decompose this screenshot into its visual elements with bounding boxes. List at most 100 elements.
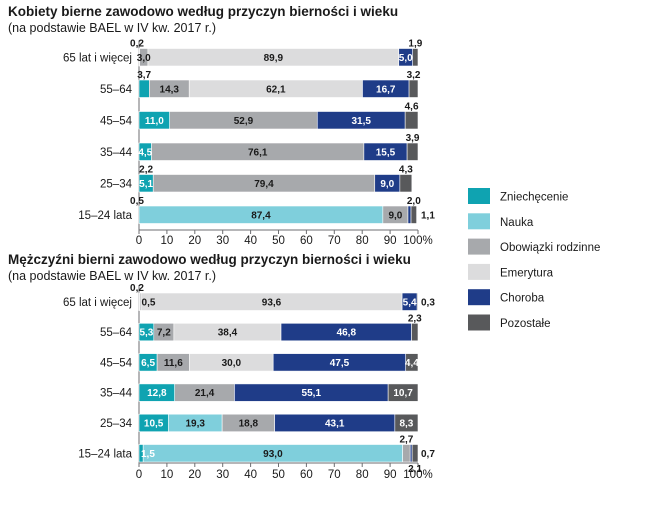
women-value-label: 2,0 xyxy=(407,196,421,207)
men-value-label: 55,1 xyxy=(302,388,322,399)
men-value-label: 8,3 xyxy=(399,418,413,429)
women-value-label: 89,9 xyxy=(264,53,284,64)
men-value-label: 6,5 xyxy=(141,358,155,369)
men-bar-pozostale xyxy=(394,413,419,433)
women-value-label: 76,1 xyxy=(248,147,268,158)
legend-label-pozostale: Pozostałe xyxy=(500,318,551,330)
women-value-label: 0,5 xyxy=(130,196,144,207)
women-category-label: 55–64 xyxy=(100,84,133,96)
men-value-label: 19,3 xyxy=(185,418,205,429)
men-value-label: 4,4 xyxy=(405,358,419,369)
men-value-label: 2,7 xyxy=(399,435,413,446)
men-category-label: 35–44 xyxy=(100,388,133,400)
men-value-label: 2,1 xyxy=(408,464,422,475)
legend: Zniechęcenie Nauka Obowiązki rodzinne Emery… xyxy=(468,188,600,331)
women-bar-pozostale xyxy=(406,142,419,161)
men-category-label: 55–64 xyxy=(100,327,133,339)
legend-swatch-obowiazki-rodzinne xyxy=(468,238,490,255)
women-tick-label: 0 xyxy=(136,235,142,247)
men-value-label: 0,7 xyxy=(421,449,435,460)
women-value-label: 16,7 xyxy=(376,84,396,95)
women-value-label: 87,4 xyxy=(251,210,271,221)
men-tick-label: 60 xyxy=(300,469,313,481)
women-value-label: 4,5 xyxy=(138,147,152,158)
men-value-label: 10,7 xyxy=(393,388,413,399)
women-value-label: 1,9 xyxy=(408,39,422,50)
men-value-label: 5,3 xyxy=(139,328,153,339)
men-value-label: 5,4 xyxy=(403,297,417,308)
women-tick-label: 90 xyxy=(384,235,397,247)
women-tick-label: 70 xyxy=(328,235,341,247)
men-value-label: 10,5 xyxy=(144,418,164,429)
legend-swatch-pozostale xyxy=(468,314,490,331)
legend-swatch-emerytura xyxy=(468,263,490,280)
men-value-label: 43,1 xyxy=(325,418,345,429)
men-tick-label: 0 xyxy=(136,469,142,481)
men-value-label: 12,8 xyxy=(147,388,167,399)
men-bar-pozostale xyxy=(411,444,419,463)
men-chart-title: Mężczyźni bierni zawodowo według przyczy… xyxy=(8,252,411,267)
men-tick-label: 70 xyxy=(328,469,341,481)
women-tick-label: 60 xyxy=(300,235,313,247)
men-value-label: 93,6 xyxy=(262,297,282,308)
men-tick-label: 90 xyxy=(384,469,397,481)
women-category-label: 65 lat i więcej xyxy=(63,52,132,64)
men-value-label: 38,4 xyxy=(218,328,238,339)
women-value-label: 79,4 xyxy=(254,179,274,190)
men-value-label: 7,2 xyxy=(157,328,171,339)
legend-swatch-choroba xyxy=(468,289,490,306)
men-tick-label: 10 xyxy=(161,469,174,481)
women-tick-label: 20 xyxy=(188,235,201,247)
women-value-label: 62,1 xyxy=(266,84,286,95)
men-chart: Mężczyźni bierni zawodowo według przyczy… xyxy=(8,252,435,481)
women-value-label: 2,2 xyxy=(139,165,153,176)
women-bar-pozostale xyxy=(408,79,419,98)
men-bar-pozostale xyxy=(387,383,419,402)
women-bar-choroba xyxy=(407,205,412,224)
women-bar-pozostale xyxy=(412,48,419,67)
men-value-label: 30,0 xyxy=(222,358,242,369)
women-category-label: 15–24 lata xyxy=(78,210,132,222)
men-category-label: 65 lat i więcej xyxy=(63,297,132,309)
legend-label-zniechecenie: Zniechęcenie xyxy=(500,192,568,204)
men-value-label: 21,4 xyxy=(195,388,215,399)
women-category-label: 45–54 xyxy=(100,115,133,127)
women-tick-label: 80 xyxy=(356,235,369,247)
men-tick-label: 80 xyxy=(356,469,369,481)
women-value-label: 5,1 xyxy=(139,179,153,190)
men-value-label: 0,2 xyxy=(130,283,144,294)
women-value-label: 52,9 xyxy=(234,116,254,127)
women-chart: Kobiety bierne zawodowo według przyczyn … xyxy=(8,4,435,247)
women-value-label: 9,0 xyxy=(388,210,402,221)
men-bar-obowiazki-rodzinne xyxy=(402,444,411,463)
women-bar-pozostale xyxy=(410,205,417,224)
women-chart-title: Kobiety bierne zawodowo według przyczyn … xyxy=(8,4,398,19)
men-value-label: 2,3 xyxy=(408,313,422,324)
men-bar-pozostale xyxy=(411,322,419,342)
men-value-label: 18,8 xyxy=(239,418,259,429)
men-category-label: 45–54 xyxy=(100,357,133,369)
women-tick-label: 40 xyxy=(244,235,257,247)
women-value-label: 0,2 xyxy=(130,39,144,50)
legend-label-nauka: Nauka xyxy=(500,217,534,229)
men-category-label: 25–34 xyxy=(100,418,133,430)
men-value-label: 11,6 xyxy=(164,358,183,369)
women-bar-zniechecenie xyxy=(138,79,150,98)
men-bar-pozostale xyxy=(416,292,419,311)
women-value-label: 3,0 xyxy=(137,53,151,64)
women-value-label: 3,7 xyxy=(137,70,151,81)
legend-label-obowiazki-rodzinne: Obowiązki rodzinne xyxy=(500,242,600,254)
women-value-label: 3,2 xyxy=(407,70,421,81)
women-value-label: 31,5 xyxy=(351,116,371,127)
men-tick-label: 50 xyxy=(272,469,285,481)
legend-swatch-zniechecenie xyxy=(468,188,490,204)
women-bar-pozostale xyxy=(399,174,413,193)
legend-label-emerytura: Emerytura xyxy=(500,267,554,279)
women-value-label: 14,3 xyxy=(160,84,180,95)
men-value-label: 93,0 xyxy=(263,449,283,460)
women-value-label: 4,6 xyxy=(405,102,419,113)
men-tick-label: 20 xyxy=(188,469,201,481)
women-value-label: 5,0 xyxy=(399,53,413,64)
men-category-label: 15–24 lata xyxy=(78,448,132,460)
